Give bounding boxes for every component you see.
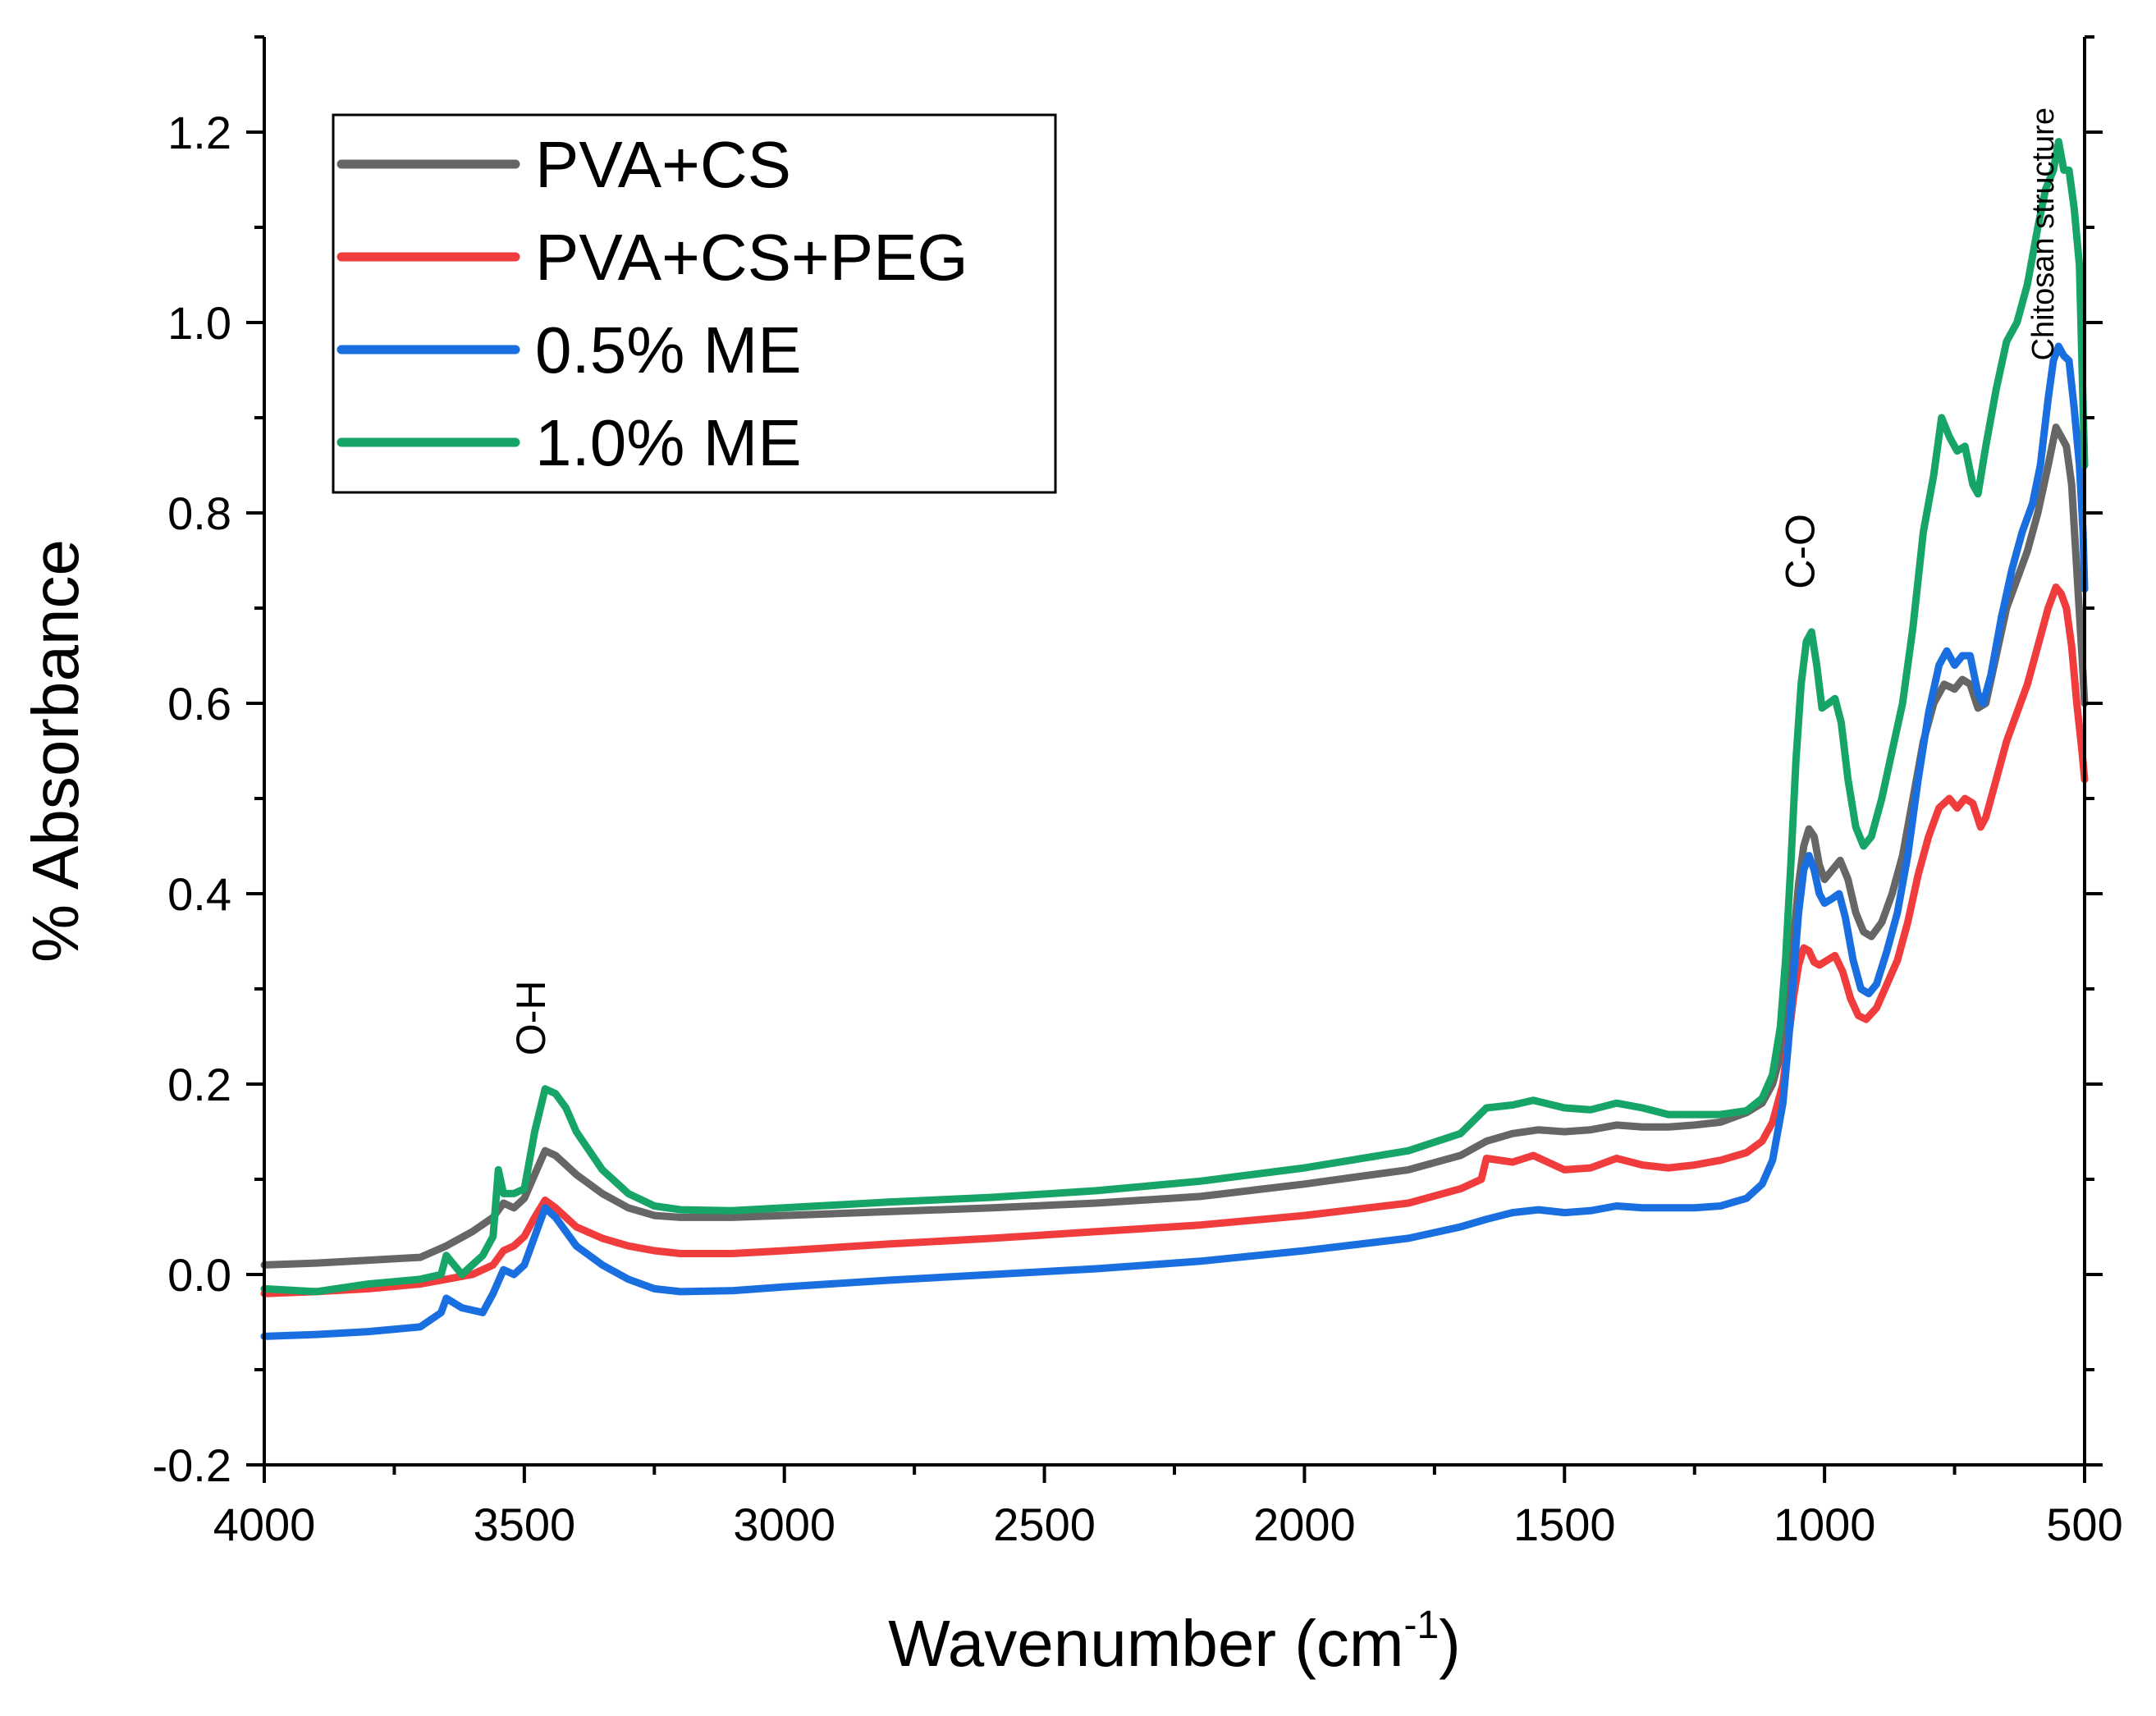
x-axis-title-superscript: -1	[1403, 1604, 1439, 1647]
series-line-3	[260, 138, 2089, 1296]
series-layer	[260, 138, 2089, 1340]
legend-label-3: 1.0% ME	[535, 406, 802, 479]
x-tick-label-7: 500	[2046, 1499, 2122, 1550]
y-tick-label-2: 0.2	[167, 1059, 231, 1110]
y-tick-label-1: 0.0	[167, 1249, 231, 1301]
x-axis-title-end: )	[1439, 1607, 1461, 1680]
y-tick-label-4: 0.6	[167, 678, 231, 730]
legend: PVA+CS PVA+CS+PEG 0.5% ME 1.0% ME	[332, 113, 1057, 494]
y-tick-label-0: -0.2	[153, 1439, 232, 1491]
x-tick-label-6: 1000	[1774, 1499, 1876, 1550]
y-tick-label-6: 1.0	[167, 297, 231, 349]
axes-layer: 4000 3500 3000 2500 2000 1500 1000 500 -0.2 0.0 0.…	[19, 35, 2123, 1680]
series-line-1	[260, 583, 2089, 1297]
series-line-2	[260, 342, 2089, 1340]
x-tick-label-5: 1500	[1513, 1499, 1616, 1550]
legend-label-2: 0.5% ME	[535, 313, 802, 387]
legend-label-0: PVA+CS	[535, 128, 791, 201]
legend-label-1: PVA+CS+PEG	[535, 221, 968, 294]
y-tick-label-7: 1.2	[167, 107, 231, 158]
annotation-label-0: O-H	[508, 981, 554, 1056]
annotation-label-1: C-O	[1777, 514, 1823, 589]
x-tick-label-3: 2500	[993, 1499, 1096, 1550]
x-tick-label-4: 2000	[1253, 1499, 1356, 1550]
y-tick-label-5: 0.8	[167, 487, 231, 539]
x-axis-title-main: Wavenumber (cm	[888, 1607, 1403, 1680]
annotation-layer: O-H C-O Chitosan structure	[508, 108, 2061, 1055]
y-axis-title: % Absorbance	[19, 539, 92, 963]
annotation-label-2: Chitosan structure	[2026, 108, 2061, 360]
x-tick-label-1: 3500	[474, 1499, 576, 1550]
x-axis-title: Wavenumber (cm-1)	[888, 1604, 1461, 1680]
x-tick-label-2: 3000	[733, 1499, 835, 1550]
y-tick-label-3: 0.4	[167, 868, 231, 920]
x-tick-label-0: 4000	[213, 1499, 316, 1550]
legend-box	[332, 113, 1057, 494]
